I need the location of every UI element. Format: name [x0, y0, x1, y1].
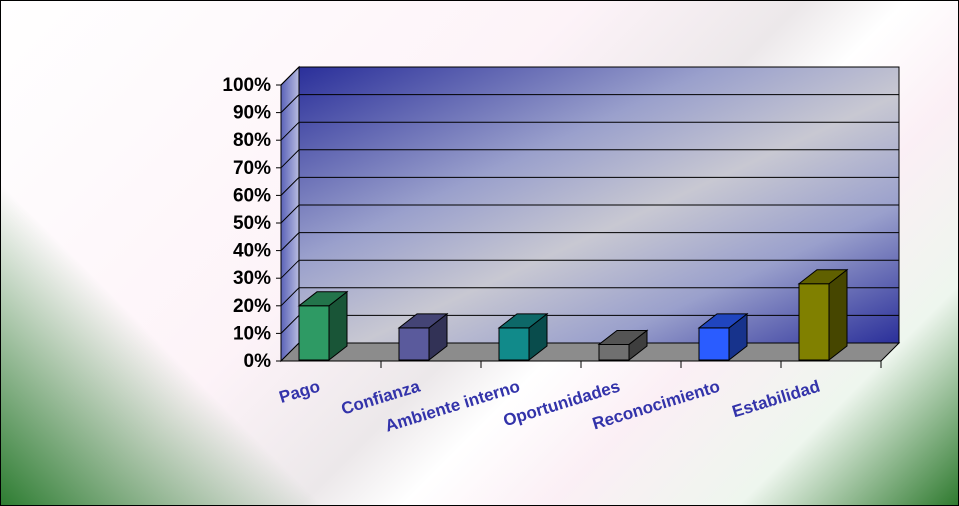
- y-tick-label: 20%: [233, 296, 271, 317]
- bar: [397, 312, 449, 362]
- gridline: [280, 176, 899, 196]
- y-tick-label: 50%: [233, 213, 271, 234]
- y-tick-label: 60%: [233, 185, 271, 206]
- y-tick-label: 10%: [233, 323, 271, 344]
- y-tick-label: 90%: [233, 103, 271, 124]
- x-tick-label: Pago: [277, 377, 322, 407]
- bar-top: [497, 313, 549, 329]
- gridline: [280, 232, 899, 251]
- x-tick-label: Estabilidad: [730, 377, 822, 422]
- gridline: [280, 287, 899, 307]
- gridline: [280, 259, 899, 279]
- gridline: [280, 149, 899, 169]
- bar-front: [698, 327, 730, 361]
- gridline: [280, 204, 899, 224]
- gridline: [280, 121, 899, 141]
- bar: [297, 290, 349, 362]
- bar: [697, 312, 749, 362]
- bar: [797, 268, 849, 362]
- bar-front: [798, 283, 830, 361]
- y-tick-label: 40%: [233, 241, 271, 262]
- bar-top: [797, 269, 849, 285]
- y-tick-label: 70%: [233, 158, 271, 179]
- bar-side: [828, 268, 848, 362]
- bar-front: [498, 327, 530, 361]
- bars: [297, 268, 849, 362]
- bar-front: [298, 305, 330, 361]
- y-tick-label: 0%: [244, 351, 272, 372]
- bar-front: [598, 343, 630, 361]
- gridline: [280, 94, 899, 113]
- bar-top: [697, 313, 749, 329]
- bar-top: [597, 329, 649, 345]
- y-axis: 0% 10% 20% 30% 40% 50% 60% 70% 80% 90% 100%: [222, 75, 282, 372]
- bar-top: [397, 313, 449, 329]
- y-tick-label: 80%: [233, 130, 271, 151]
- bar: [597, 329, 649, 362]
- gridline: [280, 66, 899, 86]
- bar-front: [398, 327, 430, 361]
- y-tick-label: 100%: [222, 75, 271, 96]
- y-tick-label: 30%: [233, 268, 271, 289]
- bar: [497, 312, 549, 362]
- bar-top: [297, 291, 349, 307]
